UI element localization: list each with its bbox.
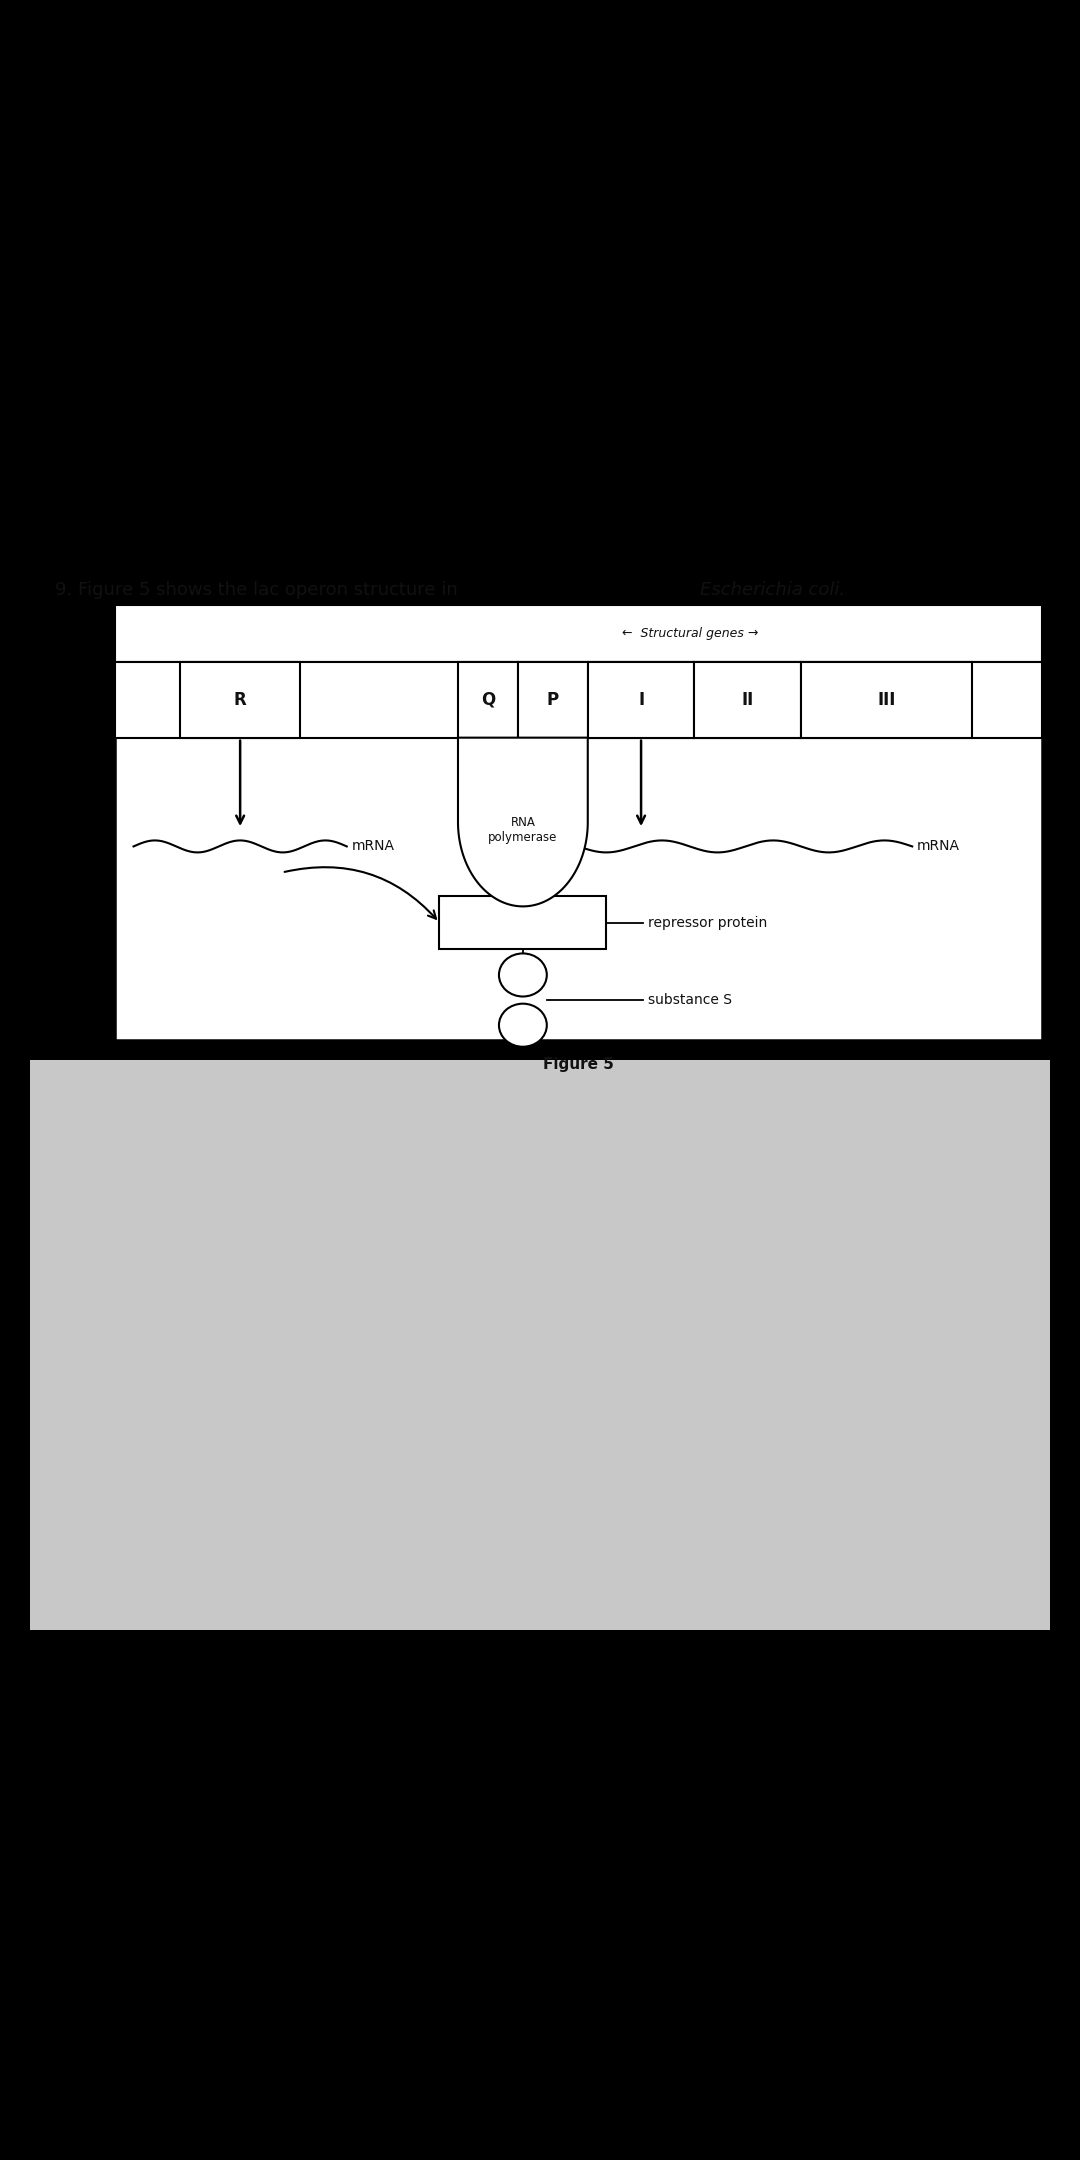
Bar xyxy=(458,661,518,739)
Text: II: II xyxy=(742,691,754,708)
Text: Escherichia coli.: Escherichia coli. xyxy=(700,581,846,598)
Text: ←  Structural genes →: ← Structural genes → xyxy=(622,626,758,639)
Text: Q: Q xyxy=(481,691,496,708)
Text: 9. Figure 5 shows the lac operon structure in: 9. Figure 5 shows the lac operon structu… xyxy=(55,581,463,598)
Text: III: III xyxy=(878,691,896,708)
FancyArrowPatch shape xyxy=(284,866,436,918)
Bar xyxy=(440,896,606,948)
Polygon shape xyxy=(458,739,588,907)
Text: mRNA: mRNA xyxy=(917,840,960,853)
Bar xyxy=(114,605,1042,1039)
Bar xyxy=(694,661,801,739)
Bar xyxy=(502,873,543,896)
Bar xyxy=(801,661,972,739)
Bar xyxy=(588,661,694,739)
Bar xyxy=(180,661,300,739)
Text: I: I xyxy=(638,691,644,708)
Text: substance S: substance S xyxy=(648,994,732,1007)
Text: Figure 5: Figure 5 xyxy=(543,1058,613,1074)
Ellipse shape xyxy=(499,1004,546,1048)
Bar xyxy=(114,605,1042,661)
Text: mRNA: mRNA xyxy=(352,840,395,853)
Text: R: R xyxy=(233,691,246,708)
Bar xyxy=(114,661,1042,739)
Bar xyxy=(518,661,588,739)
Text: P: P xyxy=(546,691,559,708)
Text: RNA
polymerase: RNA polymerase xyxy=(488,816,557,845)
Ellipse shape xyxy=(499,953,546,996)
Text: repressor protein: repressor protein xyxy=(648,916,768,929)
Bar xyxy=(30,1061,1050,1631)
